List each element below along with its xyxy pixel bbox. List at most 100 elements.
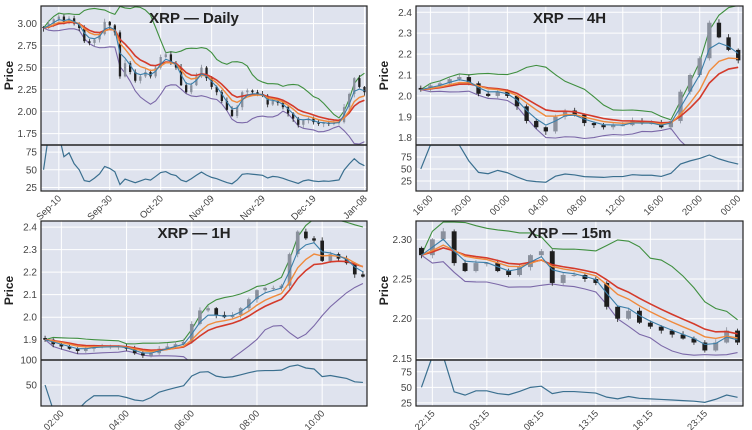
candle — [134, 69, 137, 83]
plot-frame — [415, 220, 744, 407]
candle-body — [363, 86, 366, 93]
price-series — [418, 221, 741, 356]
candle-body — [149, 353, 153, 356]
x-tick-label: Nov-29 — [238, 193, 267, 222]
rsi-line — [420, 360, 738, 403]
candle — [506, 268, 512, 278]
candle — [363, 86, 366, 96]
candle — [205, 65, 208, 81]
chart-title: XRP — 15m — [528, 225, 612, 242]
y-tick-label: 1.9 — [398, 112, 412, 123]
y-tick-label: 2.15 — [393, 354, 413, 365]
candle-body — [255, 290, 259, 300]
candle-body — [543, 127, 549, 132]
candle — [610, 123, 616, 130]
rsi-plot-area — [416, 360, 743, 406]
candle-body — [440, 231, 446, 240]
candle — [604, 281, 610, 310]
candle-body — [687, 74, 693, 92]
candle — [495, 89, 500, 99]
candle-body — [604, 282, 610, 307]
chart-title: XRP — 1H — [157, 225, 230, 242]
x-tick-label: 20:00 — [680, 193, 705, 218]
candle — [726, 34, 731, 52]
candle-body — [473, 263, 479, 272]
candle — [103, 18, 106, 36]
x-tick-label: 10:00 — [303, 408, 328, 430]
candle-body — [297, 118, 300, 125]
y-tick-label: 2.25 — [393, 274, 413, 285]
rsi-series — [420, 145, 739, 183]
candle — [437, 80, 443, 88]
y-tick-label: 1.75 — [18, 129, 38, 140]
y-tick-label: 2.0 — [23, 313, 37, 324]
candle — [139, 74, 142, 84]
candle — [246, 297, 251, 311]
x-tick-label: Sep-10 — [35, 193, 64, 222]
candle-body — [553, 116, 558, 132]
candle — [418, 246, 424, 259]
candle-body — [251, 90, 254, 93]
candle-body — [506, 271, 512, 276]
candle-body — [141, 353, 145, 356]
x-tick-label: 12:00 — [603, 193, 628, 218]
candle — [462, 259, 468, 273]
candle-body — [735, 330, 741, 343]
candle-body — [134, 71, 137, 81]
rsi-tick-label: 75 — [401, 152, 413, 163]
candle — [736, 48, 741, 64]
rsi-tick-label: 25 — [401, 398, 413, 409]
x-tick-label: 00:00 — [488, 193, 513, 218]
candle-body — [702, 342, 708, 351]
rsi-tick-label: 75 — [401, 367, 413, 378]
candle — [286, 105, 290, 117]
candle-body — [246, 90, 249, 93]
x-tick-label: Nov-09 — [187, 193, 216, 222]
candle-body — [43, 338, 47, 340]
y-tick-label: 2.50 — [18, 63, 38, 74]
ema-fast-line — [44, 242, 364, 354]
candle-body — [206, 308, 210, 311]
candle — [348, 92, 351, 111]
candle-body — [626, 310, 632, 319]
chart-title: XRP — Daily — [149, 10, 239, 27]
rsi-line — [420, 145, 739, 183]
candle-body — [534, 120, 539, 128]
candle-body — [582, 275, 588, 279]
bollinger-upper-line — [43, 6, 365, 119]
candle-body — [230, 109, 234, 116]
candle-body — [75, 348, 80, 351]
candle-body — [615, 306, 621, 319]
ema-mid-line — [421, 244, 738, 340]
candle-body — [118, 32, 122, 77]
candle-body — [179, 67, 183, 86]
rsi-series — [44, 364, 363, 406]
y-tick-label: 2.3 — [398, 29, 412, 40]
candle-body — [620, 125, 625, 127]
rsi-tick-label: 50 — [401, 383, 413, 394]
candle — [214, 307, 219, 319]
y-axis-label: Price — [377, 275, 391, 305]
candle-body — [256, 92, 259, 94]
candle-body — [418, 87, 423, 90]
x-tick-label: 22:15 — [413, 408, 438, 430]
candle-body — [562, 110, 568, 117]
x-tick-label: 08:00 — [238, 408, 263, 430]
candle-body — [485, 93, 491, 96]
candle — [123, 59, 127, 78]
candle-body — [113, 25, 117, 33]
candle — [451, 229, 457, 266]
candle — [93, 38, 96, 47]
candle-body — [181, 341, 186, 345]
candle-body — [123, 63, 127, 77]
candle-body — [322, 123, 325, 125]
y-tick-label: 1.9 — [23, 335, 37, 346]
y-tick-label: 3.00 — [18, 19, 38, 30]
candle-body — [271, 101, 274, 105]
chart-panel: 1.9 2.0 2.1 2.2 2.3 2.4 50 100 02:00 04:00 06:00 08… — [2, 220, 368, 430]
candle-body — [328, 254, 333, 261]
plot-frame — [40, 5, 368, 192]
candle-body — [93, 39, 96, 43]
candle-body — [291, 113, 295, 119]
